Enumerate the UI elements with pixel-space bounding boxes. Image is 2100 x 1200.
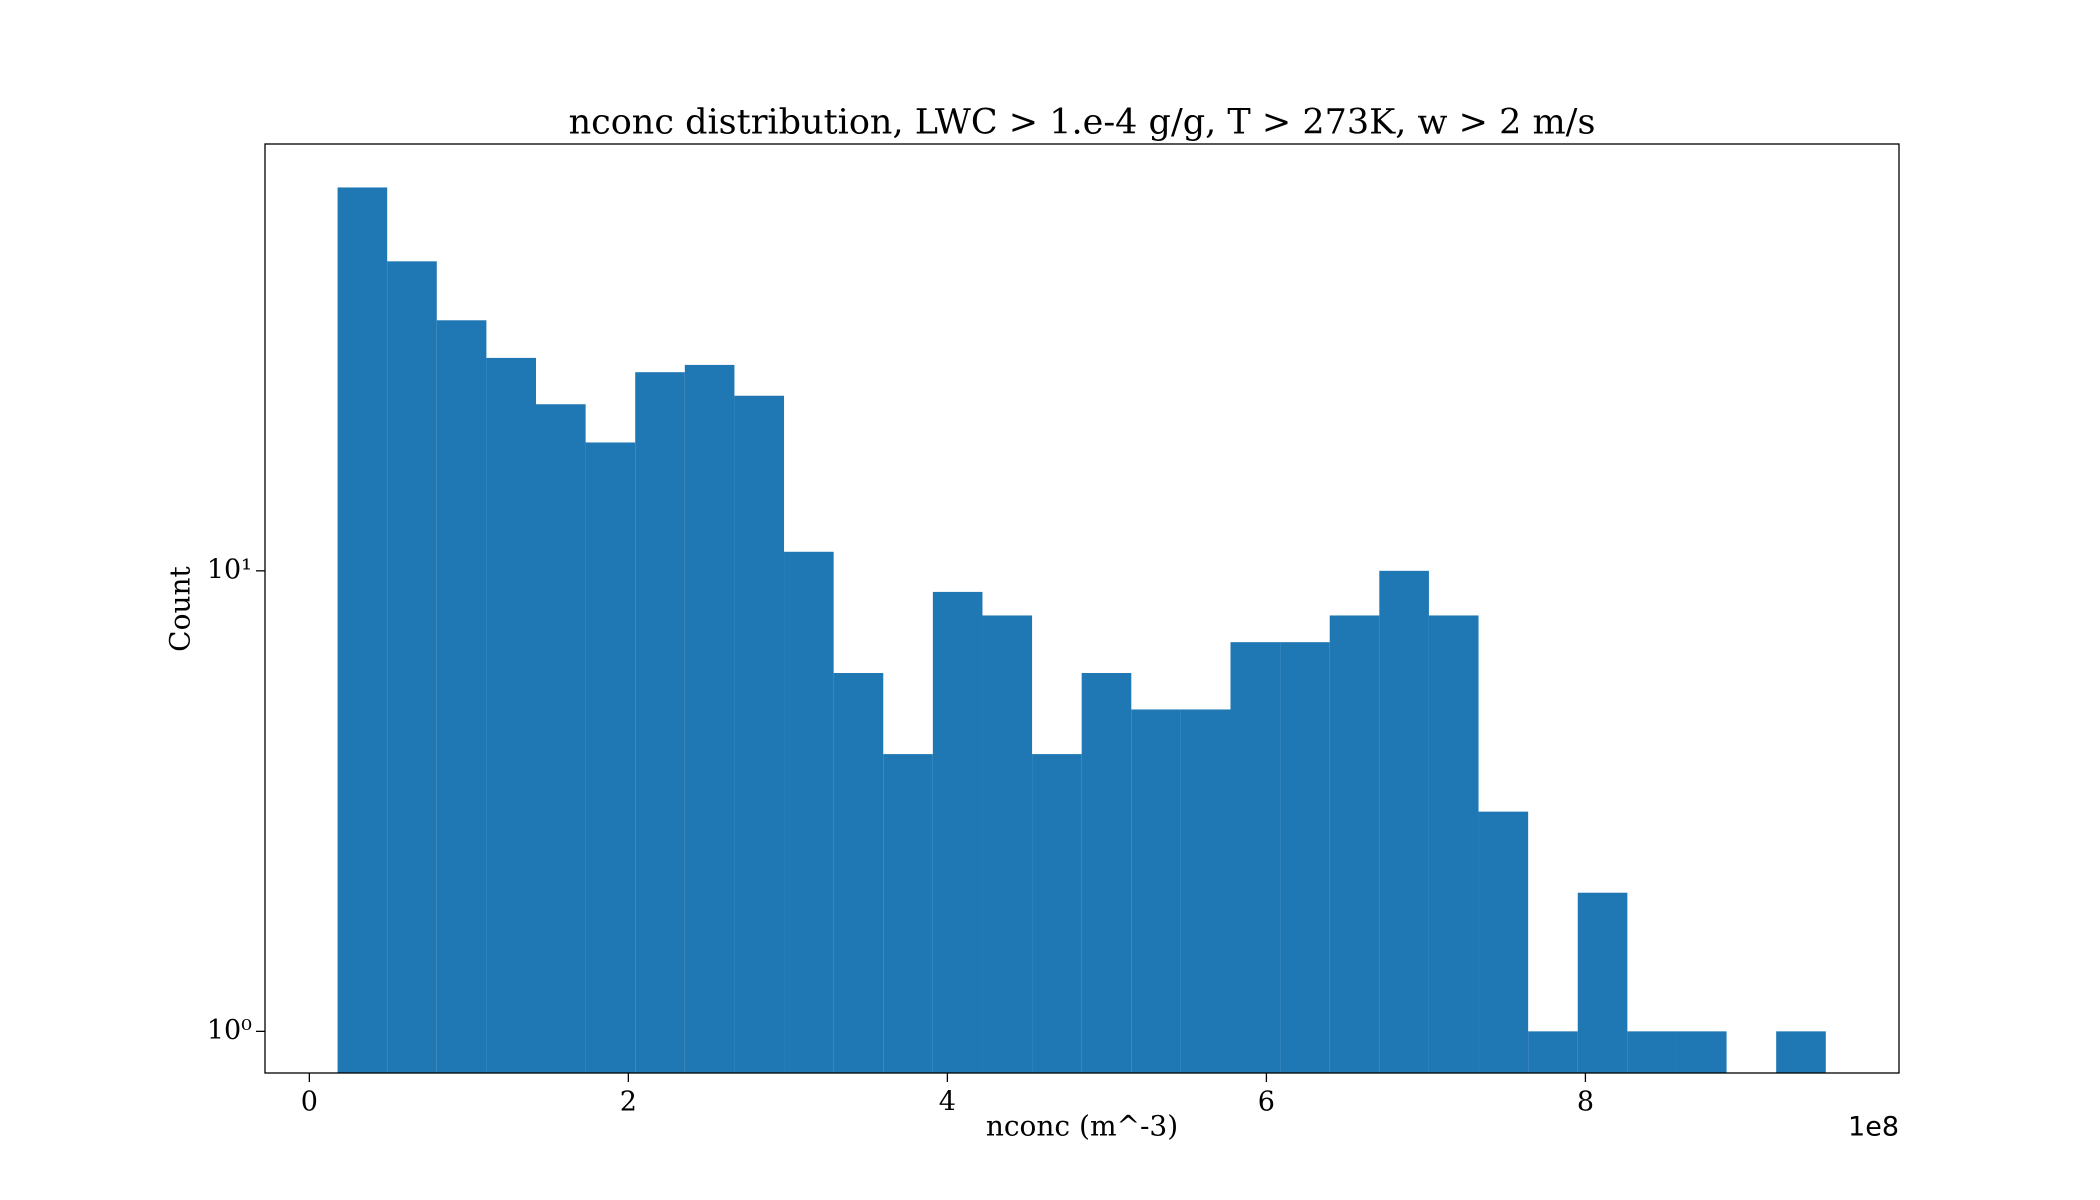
bar bbox=[1230, 642, 1281, 1073]
x-tick-label: 8 bbox=[1577, 1087, 1594, 1118]
x-tick-label: 2 bbox=[620, 1087, 637, 1118]
bar bbox=[883, 754, 933, 1073]
plot-frame bbox=[264, 143, 1900, 1074]
bar bbox=[982, 615, 1033, 1073]
x-tick-label: 6 bbox=[1258, 1087, 1275, 1118]
bar bbox=[387, 261, 437, 1073]
bar bbox=[1081, 672, 1132, 1073]
bar bbox=[1478, 811, 1529, 1073]
bar bbox=[734, 395, 785, 1073]
x-axis-label: nconc (m^-3) bbox=[986, 1110, 1178, 1143]
bar bbox=[932, 591, 983, 1073]
bar bbox=[1131, 709, 1181, 1073]
bar bbox=[1627, 1031, 1677, 1073]
bar bbox=[833, 672, 884, 1073]
bar bbox=[1280, 642, 1330, 1073]
bar bbox=[486, 357, 537, 1073]
bar bbox=[1329, 615, 1380, 1073]
bar bbox=[1577, 892, 1628, 1073]
y-tick-label: 10¹ bbox=[207, 554, 252, 585]
bar bbox=[536, 404, 586, 1073]
bar bbox=[436, 320, 487, 1073]
bar bbox=[1676, 1031, 1727, 1073]
bar bbox=[1032, 754, 1082, 1073]
bar bbox=[1180, 709, 1231, 1073]
bar bbox=[1428, 615, 1479, 1073]
y-axis-label: Count bbox=[164, 565, 197, 651]
bar bbox=[1528, 1031, 1578, 1073]
x-tick-label: 0 bbox=[301, 1087, 318, 1118]
bar bbox=[1379, 570, 1429, 1073]
bar bbox=[337, 187, 388, 1073]
bar bbox=[684, 364, 735, 1074]
bar bbox=[784, 551, 834, 1073]
x-tick-label: 4 bbox=[939, 1087, 956, 1118]
bar bbox=[635, 372, 685, 1073]
bar bbox=[1776, 1031, 1826, 1073]
y-tick-label: 10⁰ bbox=[207, 1015, 252, 1046]
x-offset-label: 1e8 bbox=[1848, 1112, 1899, 1143]
chart-title: nconc distribution, LWC > 1.e-4 g/g, T >… bbox=[569, 103, 1596, 143]
bar bbox=[585, 442, 636, 1073]
